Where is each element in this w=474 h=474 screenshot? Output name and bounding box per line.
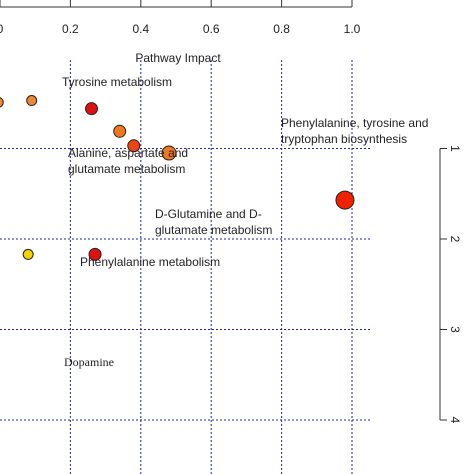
- data-point-8: [88, 247, 102, 261]
- point-label-2: Alanine, aspartate and glutamate metaboli…: [68, 146, 188, 176]
- y-tick-label-3: 4: [448, 417, 462, 424]
- data-point-6: [0, 97, 4, 108]
- point-label-1: Phenylalanine, tyrosine and tryptophan bi…: [281, 116, 428, 146]
- point-label-0: Tyrosine metabolism: [62, 75, 172, 89]
- x-axis-title: Pathway Impact: [135, 51, 221, 65]
- point-label-3: D-Glutamine and D-glutamate metabolism: [155, 207, 272, 237]
- data-point-1: [335, 190, 355, 210]
- point-label-4: Phenylalanine metabolism: [80, 255, 220, 269]
- y-tick-label-2: 3: [448, 326, 462, 333]
- y-tick-label-0: 1: [448, 145, 462, 152]
- x-tick-label-1: 0.2: [62, 22, 79, 36]
- grid-lines: [0, 60, 372, 474]
- data-points: [0, 95, 355, 261]
- data-point-3: [161, 145, 177, 161]
- data-point-0: [85, 102, 99, 116]
- point-labels: Tyrosine metabolism Phenylalanine, tyrosi…: [62, 75, 428, 369]
- point-label-8: Dopamine: [64, 355, 114, 369]
- y-tick-label-1: 2: [448, 236, 462, 243]
- x-tick-label-5: 1.0: [344, 22, 361, 36]
- x-tick-label-2: 0.4: [132, 22, 149, 36]
- x-tick-label-4: 0.8: [273, 22, 290, 36]
- data-point-7: [22, 248, 34, 260]
- data-point-2: [127, 139, 141, 153]
- x-tick-label-0: 0: [0, 22, 4, 36]
- data-point-5: [26, 95, 38, 107]
- axes: 0 0.2 0.4 0.6 0.8 1.0 1 2 3 4: [0, 0, 462, 424]
- data-point-4: [113, 124, 127, 138]
- x-tick-label-3: 0.6: [203, 22, 220, 36]
